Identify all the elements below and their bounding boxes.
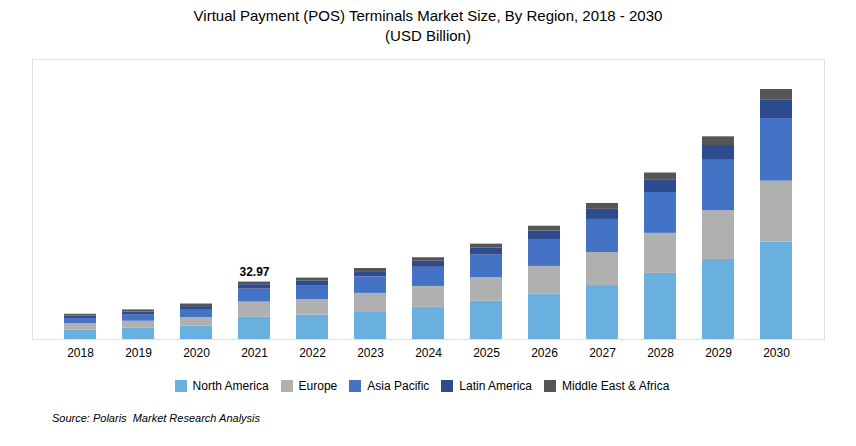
svg-text:2019: 2019	[125, 346, 152, 360]
svg-text:2026: 2026	[531, 346, 558, 360]
svg-text:2021: 2021	[241, 346, 268, 360]
svg-text:2025: 2025	[473, 346, 500, 360]
html-text:North America: North America	[192, 378, 269, 393]
svg-text:2022: 2022	[299, 346, 326, 360]
html-text:Middle East & Africa: Middle East & Africa	[562, 378, 670, 393]
svg-text:2028: 2028	[647, 346, 674, 360]
html-text:Asia Pacific: Asia Pacific	[367, 378, 430, 393]
svg-text:2024: 2024	[415, 346, 442, 360]
html-text:Source: Polaris Market Researc: Source: Polaris Market Research Analysis	[52, 412, 261, 424]
svg-text:2030: 2030	[763, 346, 790, 360]
svg-text:2029: 2029	[705, 346, 732, 360]
svg-text:2020: 2020	[183, 346, 210, 360]
svg-text:2018: 2018	[67, 346, 94, 360]
html-text:Virtual Payment (POS) Terminal: Virtual Payment (POS) Terminals Market S…	[193, 7, 663, 44]
html-text:Europe: Europe	[298, 378, 338, 393]
svg-text:2027: 2027	[589, 346, 616, 360]
svg-text:32.97: 32.97	[239, 265, 269, 279]
svg-text:2023: 2023	[357, 346, 384, 360]
html-text:Latin America: Latin America	[459, 378, 532, 393]
